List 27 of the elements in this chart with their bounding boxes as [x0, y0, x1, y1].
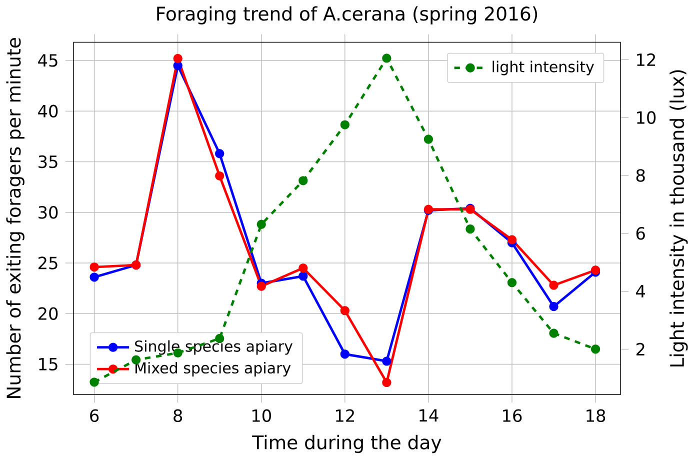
x-tick-label: 16: [503, 409, 522, 422]
legend-label: light intensity: [492, 60, 594, 76]
x-axis-title: Time during the day: [252, 434, 442, 453]
chart-title: Foraging trend of A.cerana (spring 2016): [157, 6, 538, 24]
y-tick-label: 40: [38, 104, 58, 118]
y-tick-label: 15: [39, 358, 58, 370]
y2-tick-label: 4: [636, 284, 646, 298]
y-tick-label: 30: [38, 206, 58, 219]
x-tick-label: 14: [420, 409, 438, 422]
y-axis-title: Number of exiting foragers per minute: [6, 38, 24, 398]
y2-axis-title: Light intensity in thousand (lux): [670, 70, 688, 366]
x-tick-label: 18: [586, 409, 606, 422]
x-tick-label: 12: [336, 409, 354, 422]
y-tick-label: 20: [38, 307, 58, 320]
y-tick-label: 45: [38, 54, 58, 67]
legend-label: Single species apiary: [135, 340, 293, 355]
y-tick-label: 25: [38, 256, 58, 270]
y2-tick-label: 6: [636, 226, 645, 240]
y2-tick-label: 2: [636, 342, 644, 356]
x-tick-label: 10: [252, 409, 271, 422]
y-tick-label: 35: [38, 155, 58, 168]
y2-tick-label: 10: [637, 111, 656, 124]
x-tick-label: 8: [174, 409, 182, 422]
y2-tick-label: 8: [636, 168, 645, 182]
legend-label: Mixed species apiary: [136, 362, 291, 376]
y2-tick-label: 12: [637, 53, 656, 66]
x-tick-label: 6: [90, 409, 99, 422]
